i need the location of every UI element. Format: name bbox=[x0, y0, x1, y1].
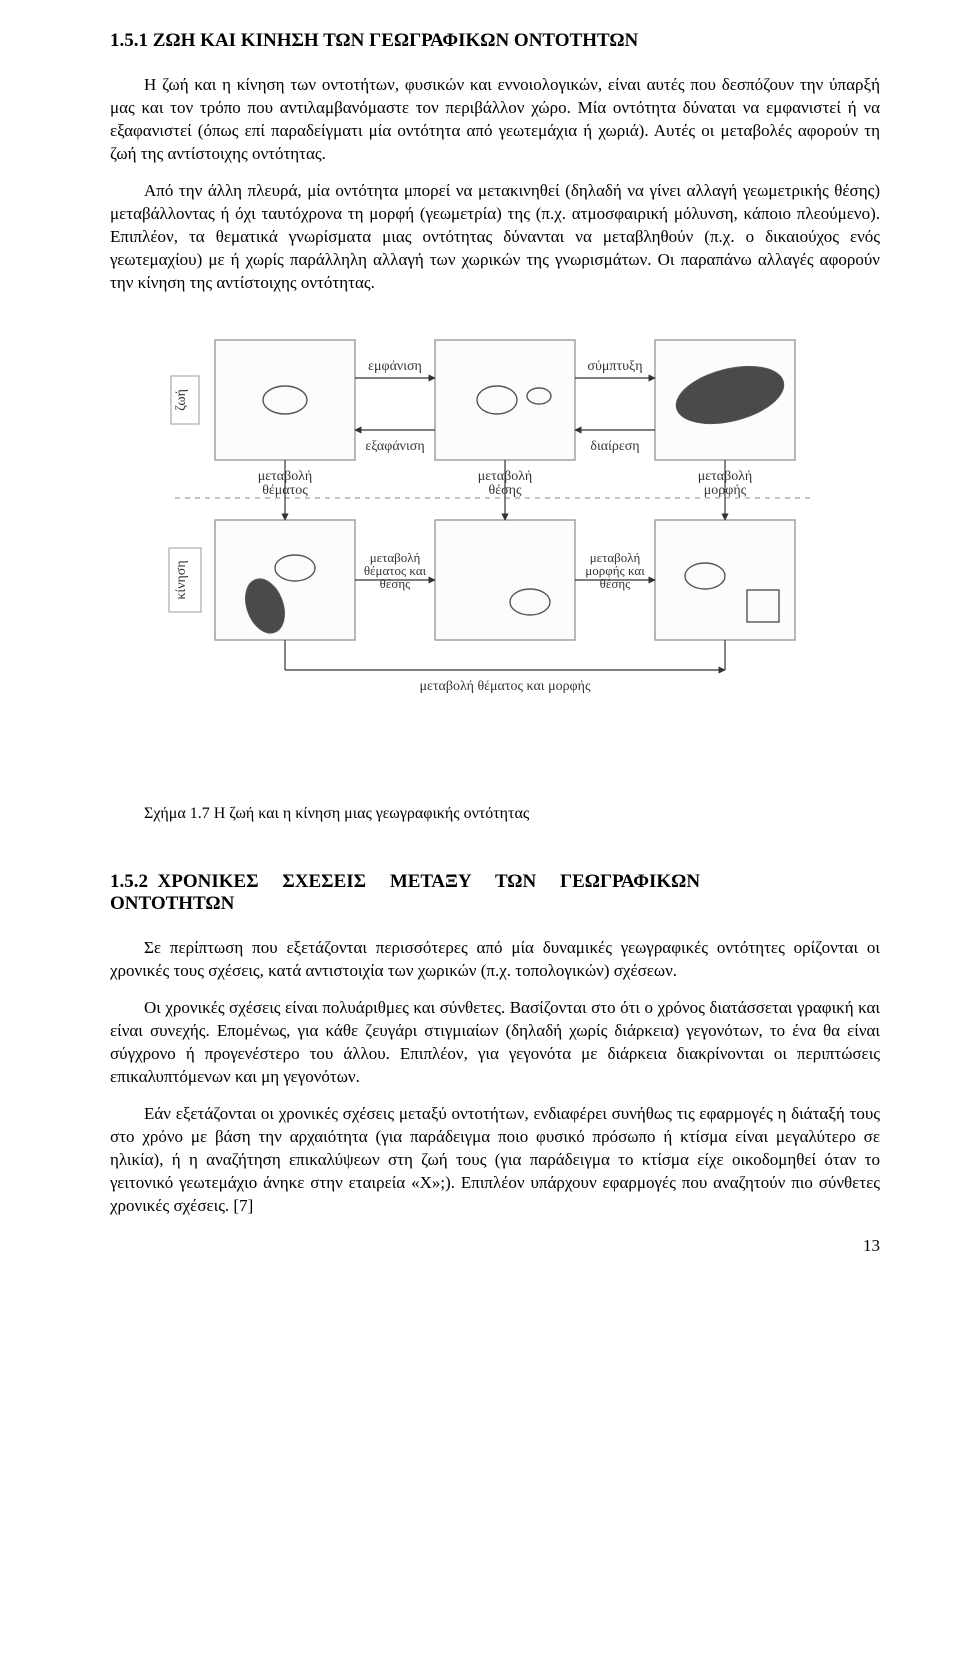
svg-text:μεταβολήθέματος καιθέσης: μεταβολήθέματος καιθέσης bbox=[364, 550, 427, 591]
diagram-svg: εμφάνιση εξαφάνιση σύμπτυξη διαίρεση ζωή μετα… bbox=[145, 330, 845, 760]
svg-text:σύμπτυξη: σύμπτυξη bbox=[587, 359, 642, 374]
svg-text:μεταβολή θέματος και μορφής: μεταβολή θέματος και μορφής bbox=[419, 679, 590, 694]
svg-text:εξαφάνιση: εξαφάνιση bbox=[365, 439, 424, 454]
svg-text:ζωή: ζωή bbox=[174, 390, 189, 412]
svg-text:κίνηση: κίνηση bbox=[174, 561, 189, 600]
svg-text:διαίρεση: διαίρεση bbox=[590, 439, 639, 454]
svg-text:μεταβολήμορφής καιθέσης: μεταβολήμορφής καιθέσης bbox=[585, 550, 645, 591]
section-2-para-2: Οι χρονικές σχέσεις είναι πολυάριθμες κα… bbox=[110, 997, 880, 1089]
section-1-para-2: Από την άλλη πλευρά, μία οντότητα μπορεί… bbox=[110, 180, 880, 295]
figure: εμφάνιση εξαφάνιση σύμπτυξη διαίρεση ζωή μετα… bbox=[110, 330, 880, 765]
section-2-para-1: Σε περίπτωση που εξετάζονται περισσότερε… bbox=[110, 937, 880, 983]
section-1-para-1: Η ζωή και η κίνηση των οντοτήτων, φυσικώ… bbox=[110, 74, 880, 166]
section-2-title: 1.5.2 ΧΡΟΝΙΚΕΣ ΣΧΕΣΕΙΣ ΜΕΤΑΞΥ ΤΩΝ ΓΕΩΓΡΑ… bbox=[110, 871, 880, 915]
section-2-title-line2: ΟΝΤΟΤΗΤΩΝ bbox=[110, 893, 234, 914]
figure-caption: Σχήμα 1.7 Η ζωή και η κίνηση μιας γεωγρα… bbox=[110, 805, 880, 823]
section-2-para-3: Εάν εξετάζονται οι χρονικές σχέσεις μετα… bbox=[110, 1103, 880, 1218]
section-1-title: 1.5.1 ΖΩΗ ΚΑΙ ΚΙΝΗΣΗ ΤΩΝ ΓΕΩΓΡΑΦΙΚΩΝ ΟΝΤ… bbox=[110, 30, 880, 52]
page-number: 13 bbox=[110, 1236, 880, 1256]
page: 1.5.1 ΖΩΗ ΚΑΙ ΚΙΝΗΣΗ ΤΩΝ ΓΕΩΓΡΑΦΙΚΩΝ ΟΝΤ… bbox=[0, 0, 960, 1286]
section-2-title-line1: 1.5.2 ΧΡΟΝΙΚΕΣ ΣΧΕΣΕΙΣ ΜΕΤΑΞΥ ΤΩΝ ΓΕΩΓΡΑ… bbox=[110, 871, 700, 892]
svg-text:εμφάνιση: εμφάνιση bbox=[368, 359, 422, 374]
